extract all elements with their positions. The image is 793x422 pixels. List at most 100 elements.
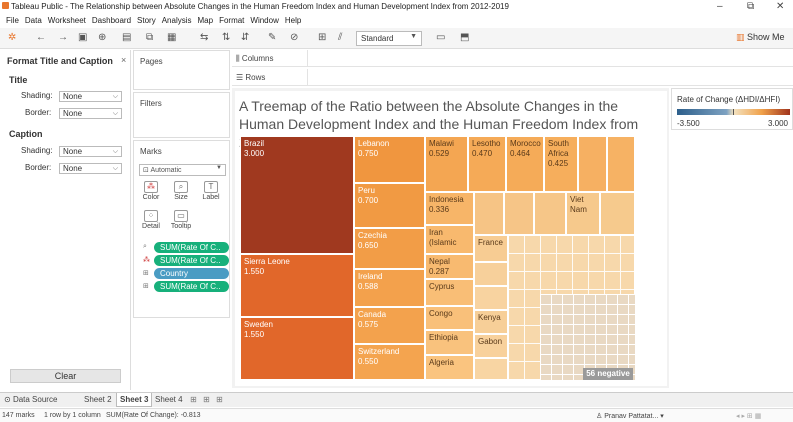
presentation-icon[interactable]: ▭ xyxy=(436,32,446,43)
pages-card[interactable]: Pages xyxy=(133,50,230,90)
tooltip-button[interactable]: ▭ Tooltip xyxy=(169,210,193,230)
menu-help[interactable]: Help xyxy=(284,16,302,25)
menu-window[interactable]: Window xyxy=(250,16,279,25)
menu-analysis[interactable]: Analysis xyxy=(161,16,192,25)
tab-sheet-3[interactable]: Sheet 3 xyxy=(116,393,153,407)
mark-pill-color[interactable]: SUM(Rate Of C.. xyxy=(154,255,229,266)
treemap-cell-congo[interactable]: Congo xyxy=(425,306,474,330)
detail-button[interactable]: ⁘ Detail xyxy=(139,210,163,230)
treemap-cell-unlabeled[interactable] xyxy=(504,192,534,235)
treemap-cell-unlabeled[interactable] xyxy=(474,358,508,380)
tableau-logo-icon[interactable]: ✲ xyxy=(8,32,17,43)
treemap-cell-peru[interactable]: Peru 0.700 xyxy=(354,183,425,228)
new-datasource-icon[interactable]: ⊕ xyxy=(98,32,107,43)
filters-card[interactable]: Filters xyxy=(133,92,230,138)
size-button[interactable]: ⌕ Size xyxy=(169,181,193,201)
treemap-cell-brazil[interactable]: Brazil 3.000 xyxy=(240,136,354,254)
title-shading-dropdown[interactable]: None ⌵ xyxy=(59,91,122,102)
caption-border-dropdown[interactable]: None ⌵ xyxy=(59,163,122,174)
treemap-cell-switzerland[interactable]: Switzerland 0.550 xyxy=(354,344,425,380)
show-me-button[interactable]: ▥ Show Me xyxy=(736,32,785,43)
caption-border-label: Border: xyxy=(25,163,52,172)
title-border-dropdown[interactable]: None ⌵ xyxy=(59,108,122,119)
treemap-cell-indonesia[interactable]: Indonesia 0.336 xyxy=(425,192,474,225)
treemap-cell-canada[interactable]: Canada 0.575 xyxy=(354,307,425,344)
highlight-icon[interactable]: ✎ xyxy=(268,32,277,43)
treemap-cell-sierra-leone[interactable]: Sierra Leone 1.550 xyxy=(240,254,354,317)
menu-file[interactable]: File xyxy=(6,16,19,25)
mark-pill-size[interactable]: SUM(Rate Of C.. xyxy=(154,242,229,253)
label-button[interactable]: T Label xyxy=(199,181,223,201)
share-icon[interactable]: ⬒ xyxy=(460,32,470,43)
treemap-cell-unlabeled[interactable] xyxy=(474,286,508,310)
group-icon[interactable]: ⊘ xyxy=(290,32,299,43)
treemap-cell-cyprus[interactable]: Cyprus xyxy=(425,279,474,306)
mark-pill-country[interactable]: Country xyxy=(154,268,229,279)
tab-sheet-2[interactable]: Sheet 2 xyxy=(84,395,112,404)
treemap-cell-ireland[interactable]: Ireland 0.588 xyxy=(354,269,425,307)
sort-descending-icon[interactable]: ⇵ xyxy=(241,32,250,43)
color-button[interactable]: ⁂ Color xyxy=(139,181,163,201)
back-icon[interactable]: ← xyxy=(36,32,46,43)
view-size-select[interactable]: Standard ▼ xyxy=(356,31,422,46)
treemap-cell-lebanon[interactable]: Lebanon 0.750 xyxy=(354,136,425,183)
negative-values-badge[interactable]: 56 negative xyxy=(583,368,633,380)
treemap-cell-nepal[interactable]: Nepal 0.287 xyxy=(425,254,474,279)
treemap-cell-czechia[interactable]: Czechia 0.650 xyxy=(354,228,425,269)
caption-shading-dropdown[interactable]: None ⌵ xyxy=(59,146,122,157)
treemap-cell-unlabeled[interactable] xyxy=(600,192,635,235)
clear-button[interactable]: Clear xyxy=(10,369,121,383)
treemap-cell-unlabeled[interactable] xyxy=(607,136,635,192)
mark-pill-label[interactable]: SUM(Rate Of C.. xyxy=(154,281,229,292)
duplicate-icon[interactable]: ⧉ xyxy=(146,32,154,43)
treemap-tiny-cells-grid xyxy=(540,294,635,380)
new-worksheet-icon[interactable]: ⊞ xyxy=(190,395,197,404)
treemap-cell-malawi[interactable]: Malawi 0.529 xyxy=(425,136,468,192)
restore-icon[interactable]: ⧉ xyxy=(747,1,755,12)
swap-icon[interactable]: ⇆ xyxy=(200,32,209,43)
treemap-cell-morocco[interactable]: Morocco 0.464 xyxy=(506,136,544,192)
menu-story[interactable]: Story xyxy=(137,16,156,25)
labels-icon[interactable]: ⊞ xyxy=(318,32,327,43)
menu-data[interactable]: Data xyxy=(24,16,42,25)
tab-data-source[interactable]: ⊙ Data Source xyxy=(4,395,57,404)
clear-sheet-icon[interactable]: ▦ xyxy=(167,32,177,43)
treemap-cell-unlabeled[interactable] xyxy=(474,192,504,235)
treemap-cell-unlabeled[interactable] xyxy=(578,136,607,192)
user-name: Pranav Pattatat... xyxy=(604,413,659,420)
user-menu[interactable]: ♙ Pranav Pattatat... ▾ xyxy=(596,412,664,420)
treemap-cell-gabon[interactable]: Gabon xyxy=(474,334,508,358)
treemap-cell-south-africa[interactable]: South Africa 0.425 xyxy=(544,136,578,192)
menu-map[interactable]: Map xyxy=(197,16,214,25)
treemap-cell-france[interactable]: France xyxy=(474,235,508,262)
mark-type-dropdown[interactable]: ⊡ Automatic ▼ xyxy=(139,164,226,176)
treemap-cell-sweden[interactable]: Sweden 1.550 xyxy=(240,317,354,380)
forward-icon[interactable]: → xyxy=(58,32,68,43)
columns-shelf[interactable]: ⫼ Columns xyxy=(232,50,793,67)
treemap[interactable]: Brazil 3.000 Sierra Leone 1.550 Sweden 1.55… xyxy=(240,136,635,380)
sort-ascending-icon[interactable]: ⇅ xyxy=(222,32,231,43)
format-panel-close-icon[interactable]: × xyxy=(121,55,127,65)
fix-axes-icon[interactable]: ⫽ xyxy=(338,32,343,43)
treemap-cell-viet-nam[interactable]: Viet Nam xyxy=(566,192,600,235)
menu-dashboard[interactable]: Dashboard xyxy=(91,16,132,25)
rows-shelf[interactable]: ☰ Rows xyxy=(232,69,793,86)
close-icon[interactable]: ✕ xyxy=(776,1,785,12)
tab-sheet-4[interactable]: Sheet 4 xyxy=(155,395,183,404)
treemap-cell-unlabeled[interactable] xyxy=(474,262,508,286)
new-story-icon[interactable]: ⊞ xyxy=(216,395,223,404)
treemap-cell-lesotho[interactable]: Lesotho 0.470 xyxy=(468,136,506,192)
treemap-cell-kenya[interactable]: Kenya xyxy=(474,310,508,334)
treemap-cell-ethiopia[interactable]: Ethiopia xyxy=(425,330,474,355)
treemap-cell-algeria[interactable]: Algeria xyxy=(425,355,474,380)
sheet-nav-icons[interactable]: ◂ ▸ ⊞ ▦ xyxy=(736,413,762,420)
minimize-icon[interactable]: – xyxy=(717,1,723,12)
new-dashboard-icon[interactable]: ⊞ xyxy=(203,395,210,404)
menu-format[interactable]: Format xyxy=(219,16,245,25)
color-legend[interactable]: Rate of Change (ΔHDI/ΔHFI) -3.500 3.000 xyxy=(671,88,793,130)
menu-worksheet[interactable]: Worksheet xyxy=(47,16,86,25)
new-sheet-icon[interactable]: ▤ xyxy=(122,32,132,43)
treemap-cell-unlabeled[interactable] xyxy=(534,192,566,235)
treemap-cell-iran[interactable]: Iran (Islamic xyxy=(425,225,474,254)
save-icon[interactable]: ▣ xyxy=(78,32,88,43)
